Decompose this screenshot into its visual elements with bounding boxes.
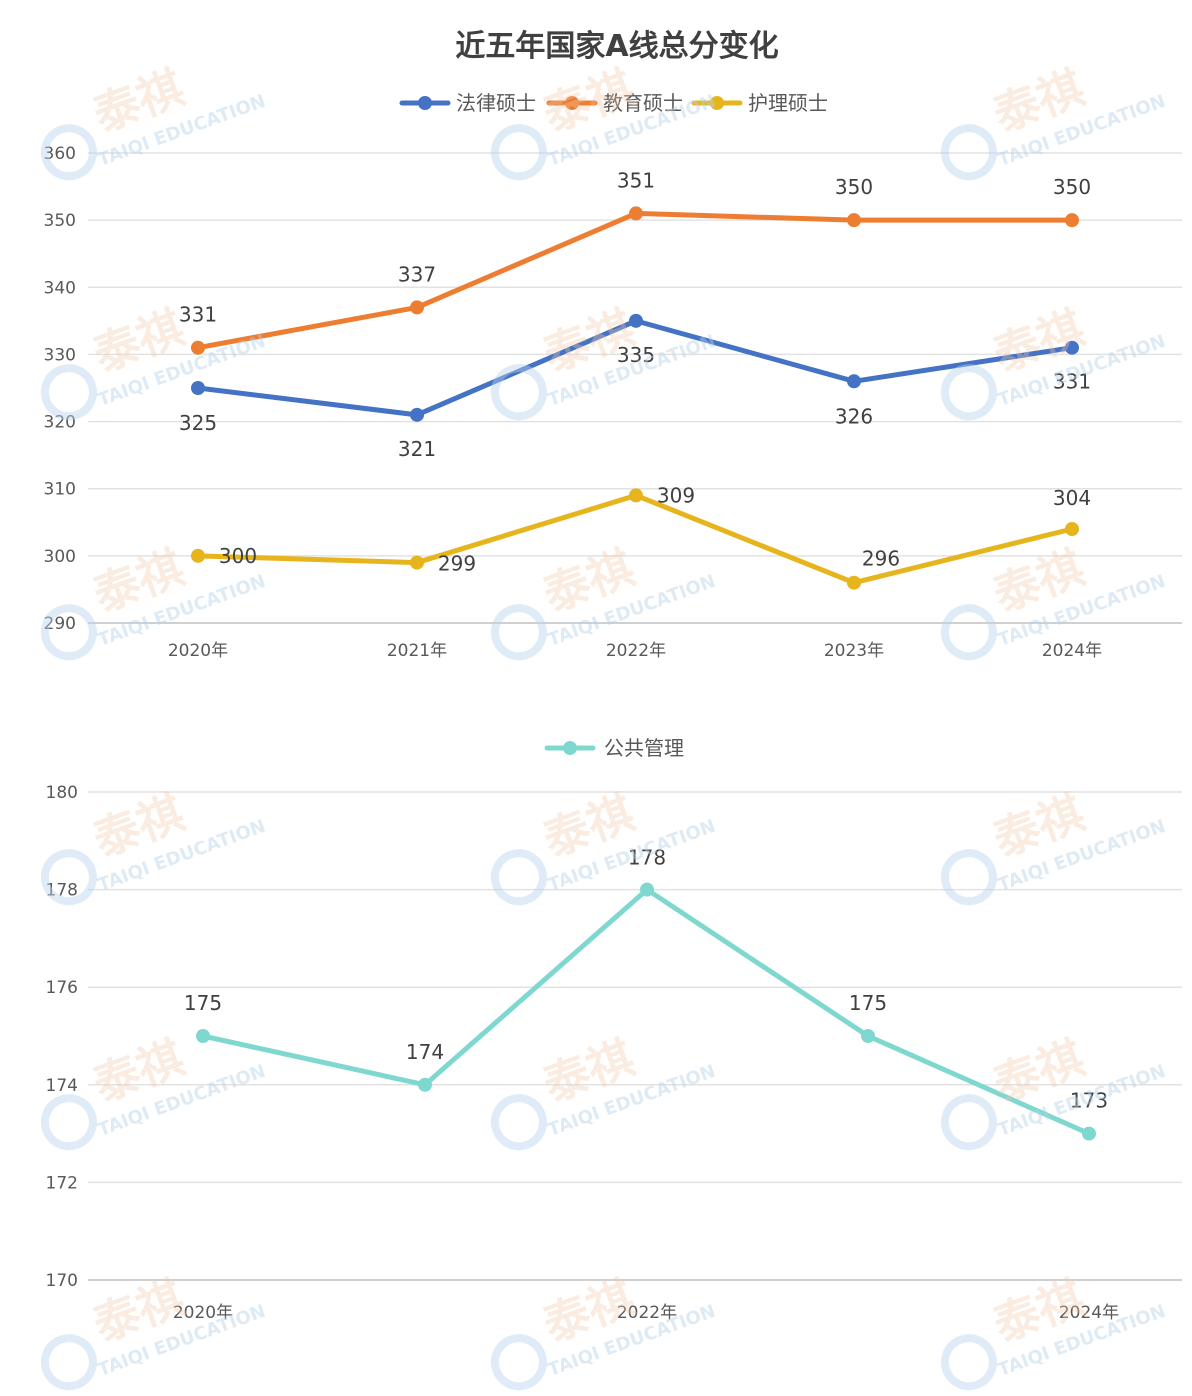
data-point xyxy=(1065,522,1079,536)
x-tick-label: 2023年 xyxy=(824,641,884,661)
data-point xyxy=(1082,1126,1096,1141)
data-point xyxy=(847,213,861,228)
data-point xyxy=(861,1029,875,1043)
data-point xyxy=(191,548,205,563)
data-point xyxy=(640,882,654,897)
y-tick-label: 320 xyxy=(44,413,76,433)
y-tick-label: 330 xyxy=(44,345,76,365)
legend-label: 法律硕士 xyxy=(456,91,536,115)
data-point xyxy=(1065,340,1079,355)
data-label: 174 xyxy=(406,1040,444,1064)
x-tick-label: 2024年 xyxy=(1042,641,1102,661)
y-tick-label: 290 xyxy=(44,614,76,634)
data-label: 337 xyxy=(398,262,436,286)
data-point xyxy=(847,575,861,590)
data-label: 326 xyxy=(835,404,873,428)
data-label: 351 xyxy=(617,168,655,192)
x-tick-label: 2021年 xyxy=(387,641,447,661)
data-label: 173 xyxy=(1070,1089,1108,1113)
y-tick-label: 178 xyxy=(46,881,78,901)
y-tick-label: 174 xyxy=(46,1076,78,1096)
data-label: 331 xyxy=(1053,370,1091,394)
data-label: 350 xyxy=(1053,175,1091,199)
data-label: 300 xyxy=(219,544,257,568)
x-tick-label: 2024年 xyxy=(1059,1303,1119,1323)
legend-swatch-marker xyxy=(710,96,724,110)
data-label: 178 xyxy=(628,846,666,870)
data-point xyxy=(191,381,205,395)
data-point xyxy=(847,374,861,389)
y-tick-label: 180 xyxy=(46,783,78,803)
chart-bottom: 170 172 174 176 178 180 2020年 2022年 2024年 公共管理 175… xyxy=(46,736,1182,1323)
data-label: 335 xyxy=(617,343,655,367)
data-point xyxy=(629,488,643,503)
data-point xyxy=(410,407,424,422)
data-point xyxy=(629,313,643,328)
data-point xyxy=(410,555,424,570)
data-point xyxy=(418,1077,432,1092)
data-point xyxy=(1065,213,1079,228)
data-label: 304 xyxy=(1053,486,1091,510)
data-label: 325 xyxy=(179,411,217,435)
legend-label: 护理硕士 xyxy=(748,91,828,115)
x-tick-label: 2020年 xyxy=(168,641,228,661)
y-tick-label: 310 xyxy=(44,480,76,500)
legend-label: 教育硕士 xyxy=(603,91,683,115)
data-label: 309 xyxy=(657,483,695,507)
x-tick-label: 2022年 xyxy=(617,1303,677,1323)
data-label: 175 xyxy=(849,991,887,1015)
data-label: 321 xyxy=(398,437,436,461)
legend-swatch-marker xyxy=(563,741,577,755)
legend-swatch-marker xyxy=(565,96,579,110)
legend-label: 公共管理 xyxy=(604,736,684,760)
data-label: 331 xyxy=(179,303,217,327)
data-label: 175 xyxy=(184,991,222,1015)
y-tick-label: 172 xyxy=(46,1173,78,1193)
data-label: 350 xyxy=(835,175,873,199)
data-point xyxy=(191,340,205,355)
data-point xyxy=(629,206,643,221)
y-tick-label: 176 xyxy=(46,978,78,998)
series-line xyxy=(195,492,1075,586)
data-point xyxy=(196,1029,210,1043)
data-point xyxy=(410,300,424,315)
x-tick-label: 2022年 xyxy=(606,641,666,661)
chart-title: 近五年国家A线总分变化 xyxy=(455,29,778,64)
data-label: 296 xyxy=(862,547,900,571)
y-tick-label: 360 xyxy=(44,144,76,164)
legend-swatch-marker xyxy=(418,96,432,110)
y-tick-label: 300 xyxy=(44,547,76,567)
x-tick-label: 2020年 xyxy=(173,1303,233,1323)
data-label: 299 xyxy=(438,552,476,576)
y-tick-label: 170 xyxy=(46,1271,78,1291)
y-tick-label: 350 xyxy=(44,211,76,231)
chart-top: 290 300 310 320 330 340 350 360 2020年 2021年 2022年 2… xyxy=(44,91,1182,661)
y-tick-label: 340 xyxy=(44,278,76,298)
